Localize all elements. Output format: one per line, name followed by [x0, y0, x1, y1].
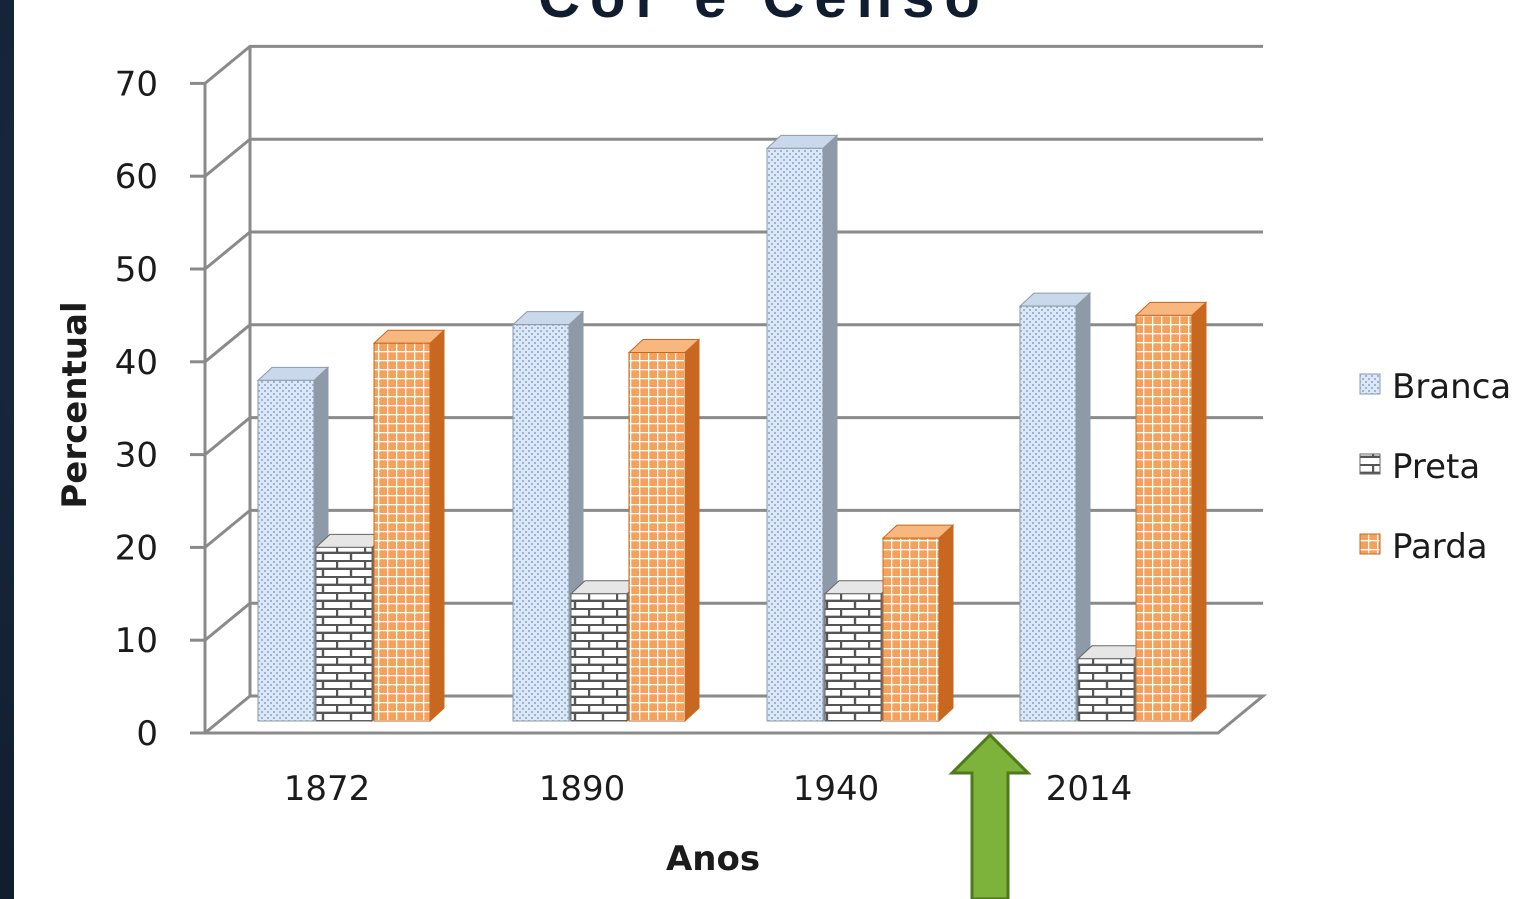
- legend-label: Parda: [1392, 527, 1488, 567]
- legend-swatch: [1359, 533, 1381, 555]
- y-tick-label: 70: [115, 64, 158, 104]
- y-tick-label: 40: [115, 343, 158, 383]
- x-category-label: 1872: [284, 769, 371, 809]
- y-axis: 0 10 20 30 40 50 60 70: [115, 64, 207, 754]
- legend-swatch: [1359, 373, 1381, 395]
- bar-front: [628, 352, 686, 722]
- y-axis-title: Percentual: [55, 301, 95, 508]
- bar-parda-1940: [881, 523, 955, 723]
- gridline: [204, 137, 1263, 178]
- bar-side: [1191, 301, 1207, 723]
- bar-branca-2014: [1018, 291, 1092, 723]
- bar-parda-1872: [372, 329, 446, 723]
- bar-front: [766, 147, 824, 722]
- bar-front: [570, 593, 628, 722]
- bar-front: [373, 342, 431, 722]
- y-tick-label: 50: [115, 250, 158, 290]
- bar-front: [824, 593, 882, 722]
- bar-front: [1135, 314, 1193, 722]
- x-category-label: 1890: [539, 769, 626, 809]
- chart-walls: [200, 46, 1268, 735]
- legend: Branca Preta Parda: [1359, 367, 1511, 567]
- x-axis-categories: 1872 1890 1940 2014: [284, 769, 1133, 809]
- x-category-label: 2014: [1046, 769, 1133, 809]
- bar-parda-1890: [627, 338, 701, 723]
- bar-side: [429, 329, 445, 723]
- legend-item-parda: Parda: [1359, 527, 1488, 567]
- legend-label: Branca: [1392, 367, 1511, 407]
- gridline: [204, 508, 1263, 549]
- bars: [256, 134, 1208, 723]
- bar-side: [684, 338, 700, 723]
- bar-front: [512, 324, 570, 722]
- y-tick-label: 10: [115, 621, 158, 661]
- legend-swatch: [1359, 453, 1381, 475]
- gridline: [204, 44, 1263, 85]
- legend-label: Preta: [1392, 447, 1480, 487]
- bar-side: [938, 523, 954, 723]
- bar-front: [882, 537, 940, 722]
- bar-front: [1077, 658, 1135, 722]
- bar-parda-2014: [1134, 301, 1208, 723]
- bar-front: [1019, 305, 1077, 722]
- y-tick-label: 20: [115, 528, 158, 568]
- gridline: [204, 416, 1263, 456]
- gridline: [204, 323, 1263, 363]
- gridline: [204, 230, 1263, 271]
- bar-front: [315, 546, 373, 722]
- bar-branca-1940: [765, 134, 839, 723]
- bar-front: [257, 379, 315, 722]
- y-tick-label: 0: [136, 714, 158, 754]
- y-tick-label: 30: [115, 436, 158, 476]
- x-axis-title: Anos: [666, 839, 760, 879]
- x-category-label: 1940: [793, 769, 880, 809]
- floor-plane: [200, 694, 1268, 735]
- y-tick-label: 60: [115, 157, 158, 197]
- gridlines: [204, 44, 1263, 642]
- up-arrow-icon: [948, 732, 1032, 899]
- bar-branca-1872: [256, 366, 330, 723]
- legend-item-branca: Branca: [1359, 367, 1511, 407]
- legend-item-preta: Preta: [1359, 447, 1480, 487]
